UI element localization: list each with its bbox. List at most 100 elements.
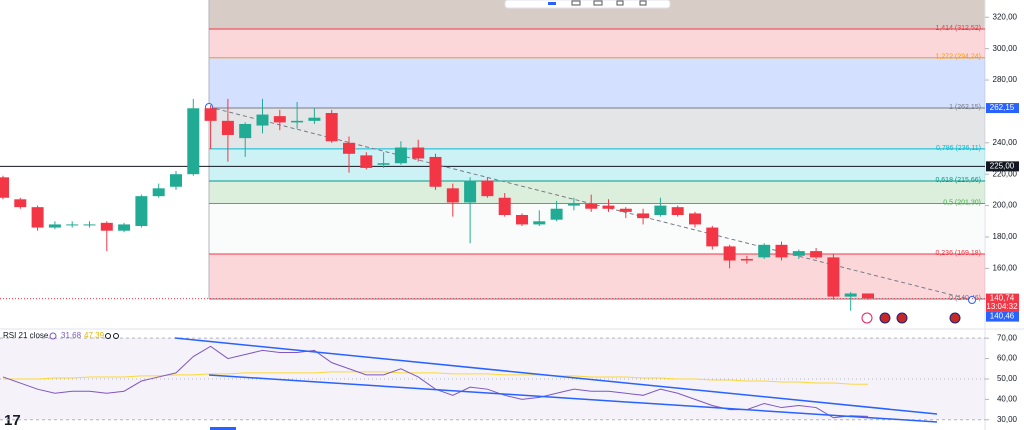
fib-label: 0,618 (215,66) [935, 177, 981, 184]
y-tick-label: 280,00 [993, 75, 1018, 84]
toolbar[interactable] [504, 0, 671, 9]
fib-label: 0,5 (201,30) [943, 199, 981, 206]
y-tick-label: 60,00 [997, 354, 1018, 363]
y-tick-label: 180,00 [993, 232, 1018, 241]
candle-body [844, 293, 857, 297]
toolbar-icon[interactable] [548, 2, 556, 5]
anchor [968, 296, 976, 304]
fib-band [209, 57, 985, 109]
candle-body [325, 112, 338, 142]
price-label-box [986, 161, 1019, 172]
toolbar-icon[interactable] [593, 0, 603, 6]
candle-body [14, 199, 27, 208]
candle-body [671, 207, 684, 216]
candle-body [135, 196, 148, 226]
flag-icon[interactable] [949, 312, 961, 324]
fib-band [209, 203, 985, 254]
candle-body [83, 224, 96, 226]
toolbar-box[interactable] [504, 0, 671, 9]
trend-line [208, 106, 973, 301]
indicator-title: RSI 21 close [3, 331, 49, 340]
fib-label: 0,236 (169,18) [935, 250, 981, 257]
indicator-icon [113, 333, 119, 339]
candle-body [498, 197, 511, 216]
toolbar-icon[interactable] [571, 0, 581, 6]
candle-body [48, 224, 61, 228]
price-label-box [986, 293, 1019, 312]
candle-body [291, 120, 304, 123]
fib-band [209, 29, 985, 58]
logo: 17 [4, 412, 21, 429]
candle-body [827, 257, 840, 297]
fib-band [209, 181, 985, 204]
candle-body [550, 208, 563, 220]
y-tick-label: 40,00 [997, 394, 1018, 403]
candle-body [810, 251, 823, 258]
fib-label: 1 (262,15) [949, 104, 981, 111]
candle-body [602, 205, 615, 209]
fib-label: 1,414 (312,52) [935, 25, 981, 32]
y-tick-label: 30,00 [997, 415, 1018, 424]
candle-body [654, 205, 667, 216]
candle-body [758, 244, 771, 258]
candle-body [516, 215, 528, 225]
fib-label: 1,272 (294,24) [935, 54, 981, 61]
candle-body [533, 221, 546, 225]
candle-body [723, 246, 736, 261]
series-line [3, 371, 869, 385]
price-label: 262,15 [990, 103, 1015, 112]
candle-body [256, 114, 269, 126]
price-label: 140,74 [990, 294, 1015, 303]
candle-body [360, 155, 373, 168]
candle-body [31, 207, 44, 228]
rsi-trend-line [174, 337, 938, 415]
fib-band [209, 253, 985, 300]
y-tick-label: 220,00 [993, 169, 1018, 178]
y-tick-label: 240,00 [993, 138, 1018, 147]
candle-body [464, 180, 477, 203]
fib-label: 0,786 (236,11) [936, 145, 981, 152]
candle-body [792, 251, 805, 256]
scrollbar[interactable] [210, 427, 236, 430]
candle-body [446, 188, 459, 203]
candle-body [273, 116, 286, 123]
candle-body [221, 120, 234, 135]
candle-body [377, 163, 390, 165]
toolbar-icon[interactable] [639, 0, 647, 6]
candle-body [775, 244, 788, 258]
y-tick-label: 200,00 [993, 201, 1018, 210]
candle-body [343, 142, 355, 154]
indicator-value: 31,68 [61, 331, 82, 340]
candle-body [308, 117, 321, 121]
candle-body [118, 224, 131, 231]
y-tick-label: 320,00 [993, 12, 1018, 21]
candle-body [637, 213, 650, 219]
event-icon[interactable] [861, 312, 873, 324]
candle-body [481, 180, 494, 197]
candle-body [740, 258, 753, 261]
candle-body [187, 108, 200, 175]
candle-body [170, 174, 182, 187]
candle-body [862, 293, 874, 299]
rsi-trend-line [208, 374, 938, 423]
candle-body [100, 222, 113, 231]
countdown: 13:04:32 [986, 302, 1018, 311]
flag-icon[interactable] [896, 312, 908, 324]
candle-body [429, 156, 442, 187]
indicator-icon [49, 332, 57, 340]
indicator-value: 47,39 [84, 331, 105, 340]
candle-body [204, 108, 217, 121]
candle-body [66, 224, 79, 226]
price-label-box [986, 311, 1019, 322]
toolbar-icon[interactable] [616, 0, 624, 6]
candle-body [0, 177, 9, 198]
candle-body [585, 204, 598, 209]
candle-body [394, 147, 407, 164]
flag-icon[interactable] [879, 312, 891, 324]
y-tick-label: 50,00 [997, 374, 1018, 383]
y-tick-label: 160,00 [993, 263, 1018, 272]
candle-body [567, 204, 580, 206]
y-tick-label: 70,00 [997, 333, 1018, 342]
candle-body [706, 227, 719, 247]
